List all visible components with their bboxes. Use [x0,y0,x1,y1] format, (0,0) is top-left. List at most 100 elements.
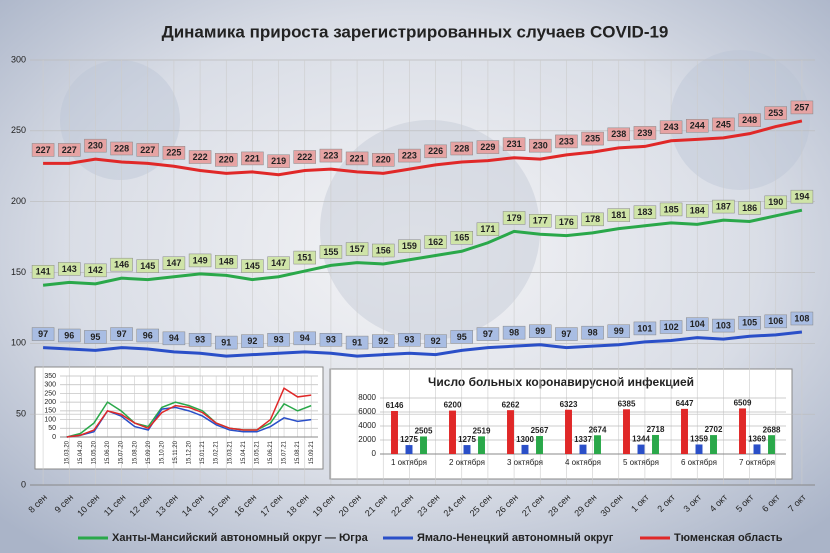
data-label: 91 [221,337,231,347]
data-label: 2674 [589,425,607,434]
label-box [450,231,473,245]
data-label: 223 [402,150,417,160]
x-tick-label: 15.04.20 [78,440,84,464]
data-label: 162 [428,237,443,247]
data-label: 94 [300,333,310,343]
y-tick-label: 250 [44,390,56,397]
data-label: 186 [742,203,757,213]
x-tick-label: 15.10.20 [159,440,165,464]
inset-frame [329,368,793,480]
x-tick-label: 5 октября [623,458,659,467]
x-tick-label: 15.05.21 [254,440,260,464]
data-label: 235 [585,133,600,143]
label-box [555,327,578,341]
data-label: 106 [768,316,783,326]
label-box [555,134,578,149]
label-box [136,328,159,343]
data-label: 227 [36,145,51,155]
label-box [424,334,447,348]
label-box [241,259,264,273]
label-box [607,324,630,338]
bar [652,434,659,454]
data-label: 95 [90,332,100,342]
data-label: 156 [376,245,391,255]
label-box [424,235,447,249]
data-label: 227 [140,145,155,155]
bar [739,408,746,454]
x-tick-label: 15.04.21 [241,440,247,464]
data-label: 184 [690,206,705,216]
label-box [790,100,814,115]
data-label: 99 [614,326,624,336]
data-label: 157 [350,244,365,254]
data-label: 1359 [690,435,708,444]
data-label: 95 [457,332,467,342]
data-label: 239 [637,128,652,138]
data-label: 98 [588,328,598,338]
label-box [31,143,55,157]
bar [565,409,572,454]
bar [420,436,427,454]
label-box [502,211,526,225]
data-label: 219 [271,156,286,166]
data-label: 6146 [386,401,404,410]
label-box [555,215,578,229]
label-box [738,201,761,215]
data-label: 222 [297,152,312,162]
label-box [607,208,630,222]
y-tick-label: 200 [44,399,56,406]
x-tick-label: 15.08.20 [132,440,138,464]
label-box [31,327,55,341]
label-box [293,331,316,346]
x-tick-label: 4 октября [565,458,601,467]
label-box [162,146,186,160]
data-label: 97 [483,329,493,339]
label-box [136,143,159,157]
data-label: 221 [350,153,365,163]
bar [449,410,456,454]
x-tick-label: 15.03.20 [64,440,70,464]
y-tick-label: 8000 [358,393,376,402]
label-box [712,117,735,132]
data-label: 2519 [473,426,491,435]
data-label: 91 [352,337,362,347]
data-label: 143 [62,264,77,274]
data-label: 92 [431,336,441,346]
label-box [424,144,447,159]
label-box [372,153,395,167]
data-label: 190 [768,197,783,207]
label-box [58,143,81,157]
data-label: 1344 [632,435,650,444]
data-label: 221 [245,153,260,163]
label-box [345,151,369,166]
data-label: 6323 [560,400,578,409]
bar [405,445,413,454]
data-label: 187 [716,201,731,211]
data-label: 93 [404,335,414,345]
bar [753,444,761,454]
data-label: 176 [559,217,574,227]
data-label: 185 [664,204,679,214]
data-label: 146 [114,260,129,270]
label-box [319,245,343,259]
label-box [293,250,316,265]
label-box [267,154,290,168]
data-label: 2567 [531,426,549,435]
data-label: 141 [36,267,51,277]
data-label: 183 [637,207,652,217]
y-tick-label: 50 [16,409,26,419]
data-label: 94 [169,333,179,343]
data-label: 159 [402,241,417,251]
y-tick-label: 0 [52,434,56,441]
data-label: 253 [768,108,783,118]
label-box [712,318,735,333]
data-label: 227 [62,145,77,155]
y-tick-label: 150 [11,267,26,277]
x-tick-label: 15.02.21 [214,440,220,464]
label-box [345,242,369,256]
y-tick-label: 2000 [358,435,376,444]
data-label: 6200 [444,401,462,410]
data-label: 194 [794,192,809,202]
x-tick-label: 6 октября [681,458,717,467]
y-tick-label: 0 [372,449,377,458]
